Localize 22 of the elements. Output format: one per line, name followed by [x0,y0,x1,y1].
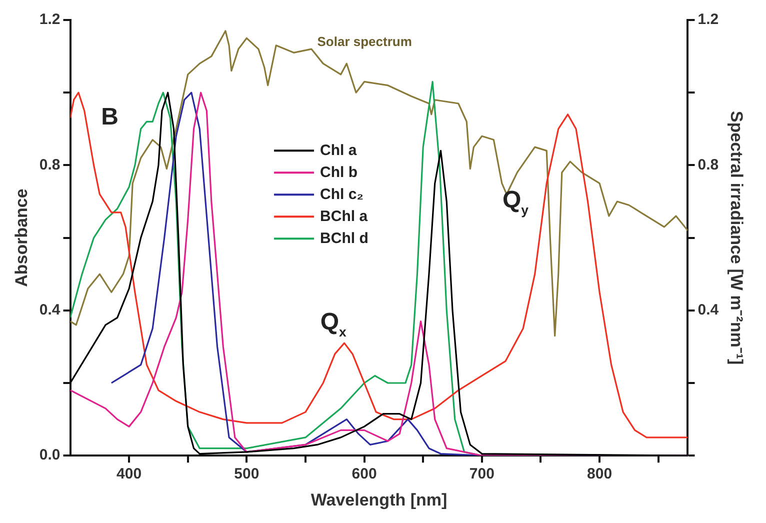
y-tick-label: 0.8 [39,156,60,174]
legend-label: Chl c₂ [320,186,364,203]
annotation: Solar spectrum [317,34,412,50]
x-tick-label: 400 [116,466,142,483]
y2-tick-label: 1.2 [698,11,719,28]
y2-axis-title: Spectral irradiance [W m⁻²nm⁻¹] [727,110,746,365]
x-tick-label: 800 [587,466,612,483]
y-axis-title: Absorbance [12,188,31,287]
x-axis-title: Wavelength [nm] [310,490,448,510]
y-tick-label: 0.4 [39,302,61,319]
x-tick-label: 600 [352,466,377,483]
x-tick-label: 500 [234,466,260,483]
y2-tick-label: 0.4 [698,302,720,319]
x-tick-label: 700 [469,466,494,483]
y-tick-label: 0.0 [39,446,60,464]
legend-label: BChl d [320,230,368,247]
y2-tick-label: 0.8 [698,156,719,174]
y-tick-label: 1.2 [39,11,60,28]
legend-label: BChl a [320,208,368,225]
legend-label: Chl a [320,142,358,159]
legend-label: Chl b [320,164,358,181]
annotation: B [101,104,118,131]
